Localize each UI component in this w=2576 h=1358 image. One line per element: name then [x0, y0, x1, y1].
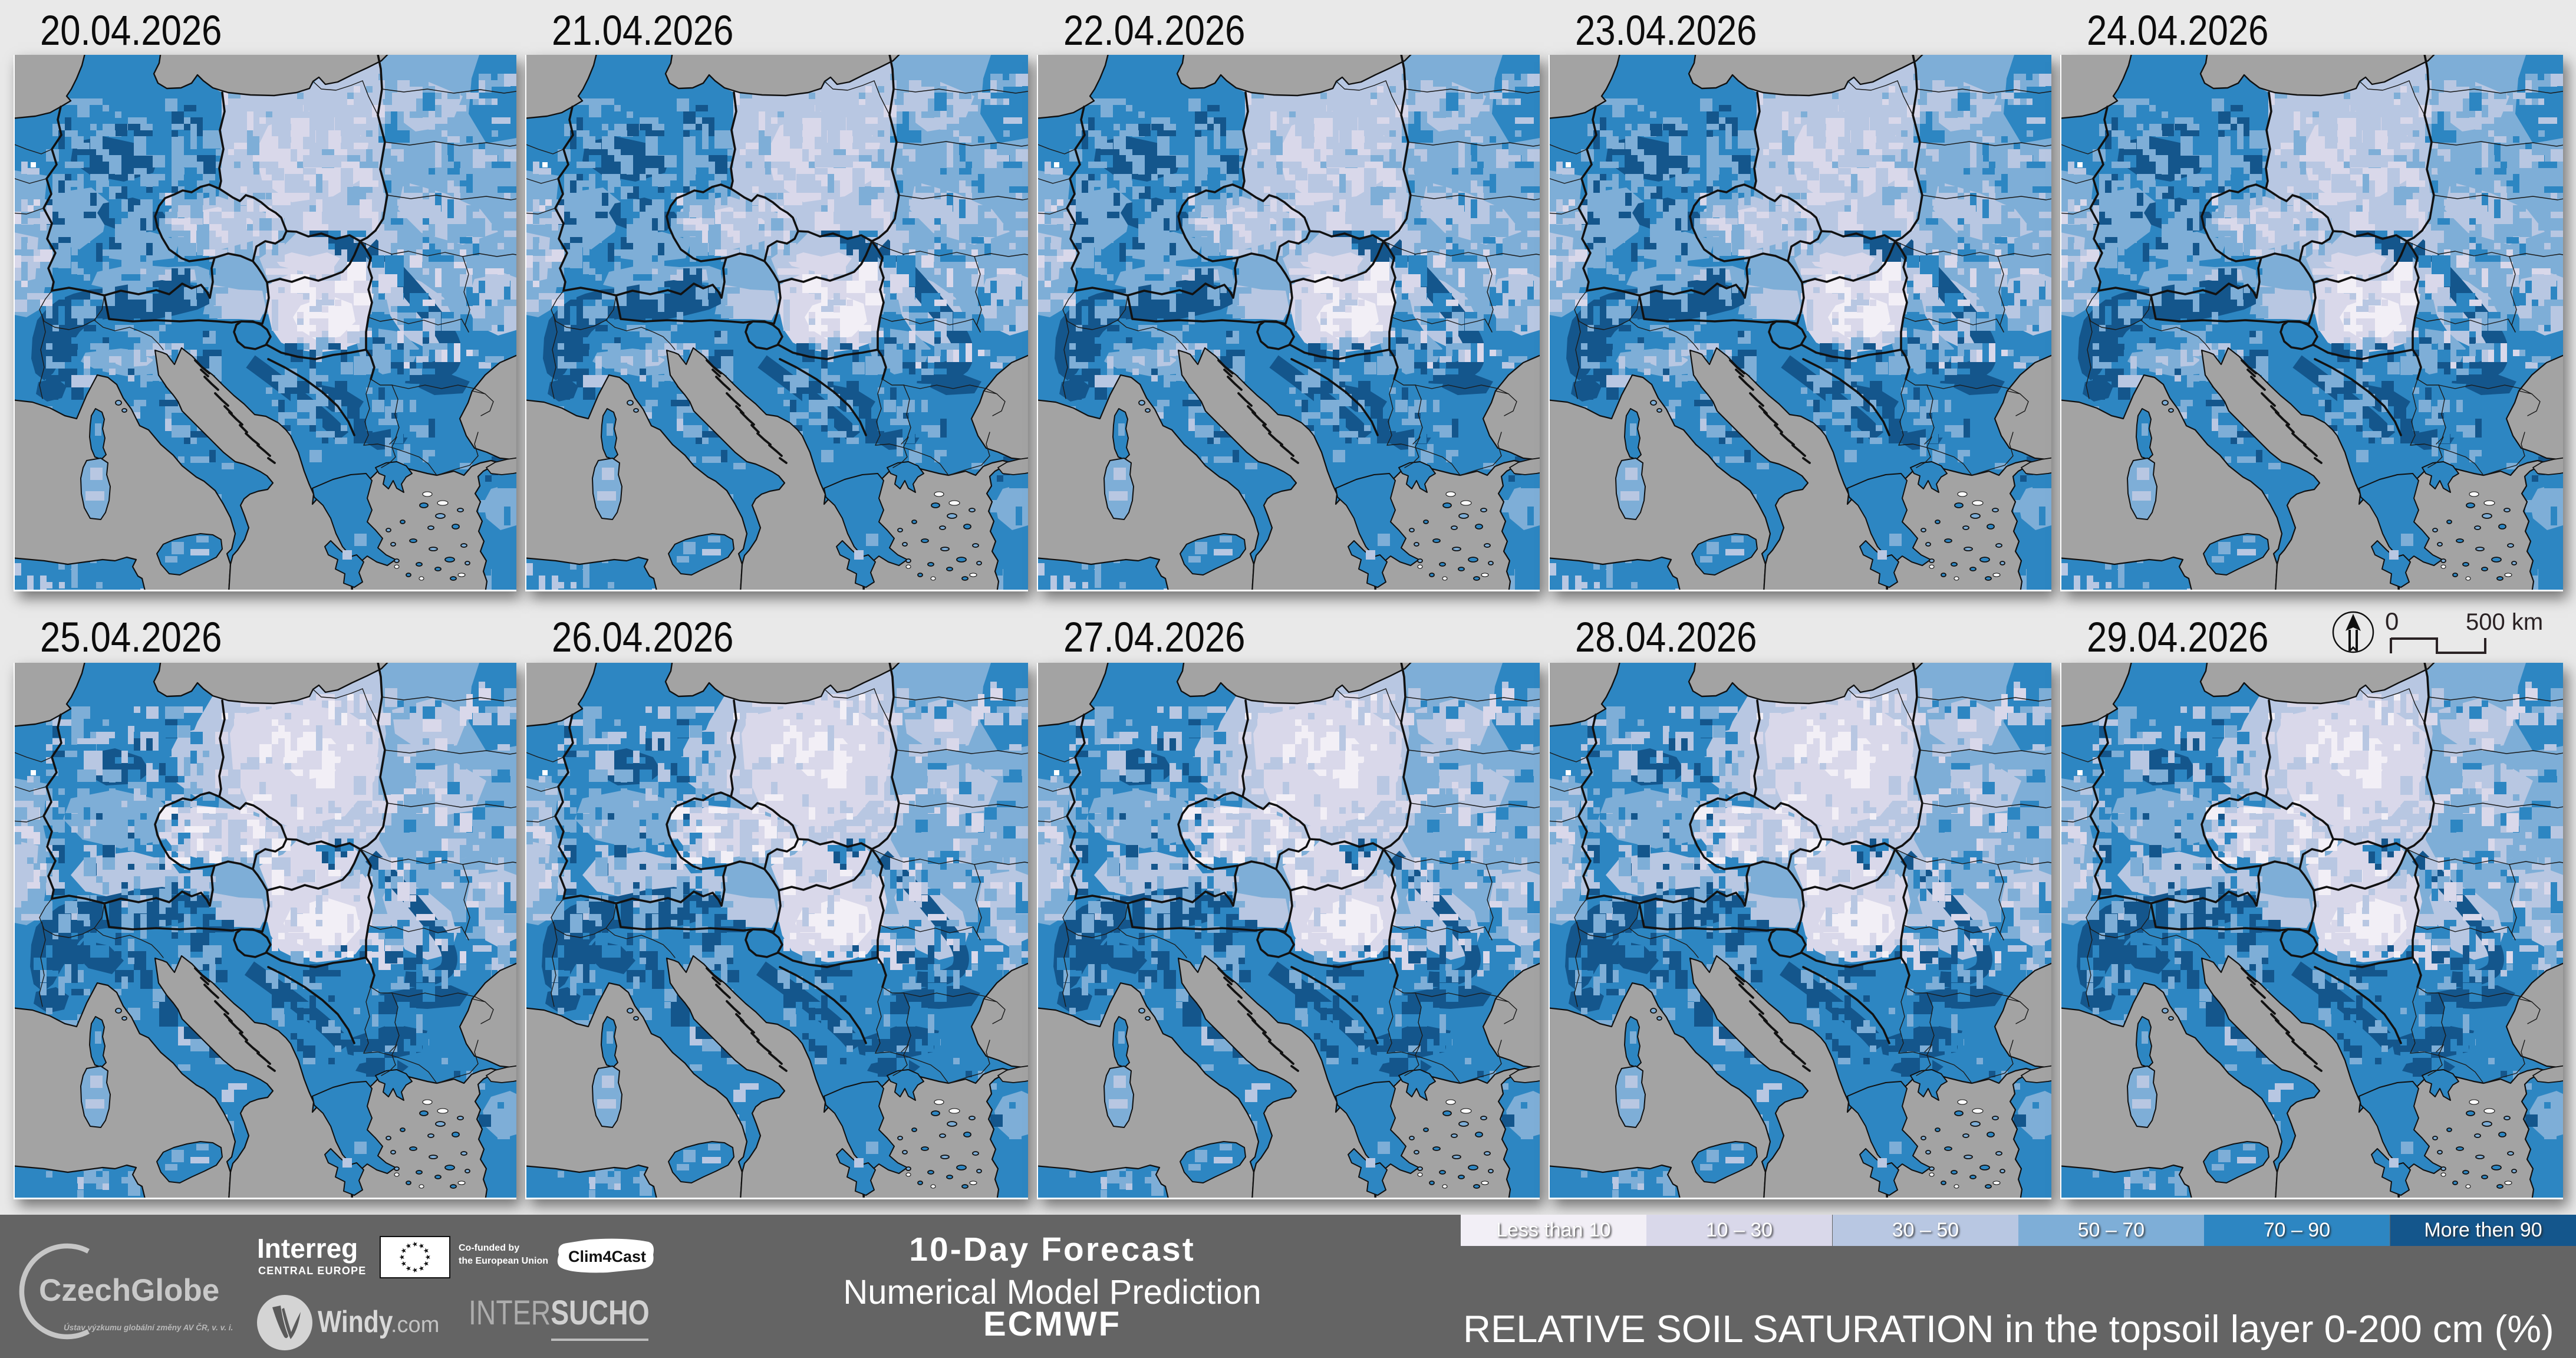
svg-text:500 km: 500 km	[2466, 609, 2543, 635]
svg-text:Clim4Cast: Clim4Cast	[568, 1248, 646, 1265]
svg-text:Ústav výzkumu globální změny A: Ústav výzkumu globální změny AV ČR, v. v…	[64, 1323, 233, 1332]
svg-text:.com: .com	[391, 1313, 439, 1337]
svg-text:0: 0	[2385, 607, 2399, 635]
svg-text:CzechGlobe: CzechGlobe	[39, 1273, 219, 1308]
svg-text:Windy: Windy	[318, 1305, 393, 1339]
